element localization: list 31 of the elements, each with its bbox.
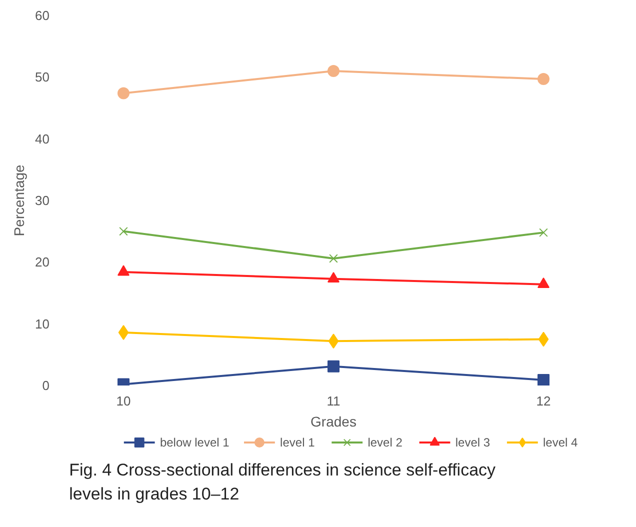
point — [538, 73, 550, 86]
legend-label: level 3 — [455, 436, 490, 450]
point — [118, 87, 130, 100]
legend-label: level 1 — [280, 436, 316, 450]
y-tick-label: 50 — [35, 70, 50, 85]
y-tick-label: 20 — [35, 254, 50, 270]
point — [538, 278, 550, 288]
legend-label: level 4 — [543, 436, 578, 450]
x-tick-label: 11 — [326, 394, 340, 408]
point — [118, 265, 130, 276]
point — [118, 324, 129, 340]
y-tick-label: 0 — [42, 378, 50, 393]
point — [539, 228, 548, 237]
point — [329, 254, 338, 263]
legend-label: level 2 — [368, 436, 403, 450]
y-tick-label: 60 — [35, 8, 50, 23]
y-tick-label: 40 — [35, 131, 50, 146]
x-axis-title: Grades — [310, 414, 356, 430]
caption: Fig. 4 Cross-sectional differences in science self-efficacy levels in grades 10–12 — [69, 460, 496, 504]
point — [328, 334, 339, 349]
point — [538, 332, 549, 347]
y-axis-title: Percentage — [11, 164, 28, 236]
point — [538, 374, 550, 386]
point — [328, 360, 340, 372]
point — [119, 226, 128, 236]
x-tick-label: 10 — [116, 394, 131, 408]
y-tick-label: 30 — [35, 193, 50, 208]
x-tick-label: 12 — [536, 394, 551, 408]
legend-label: below level 1 — [160, 436, 230, 450]
y-tick-label: 10 — [35, 316, 50, 332]
point — [328, 65, 340, 77]
